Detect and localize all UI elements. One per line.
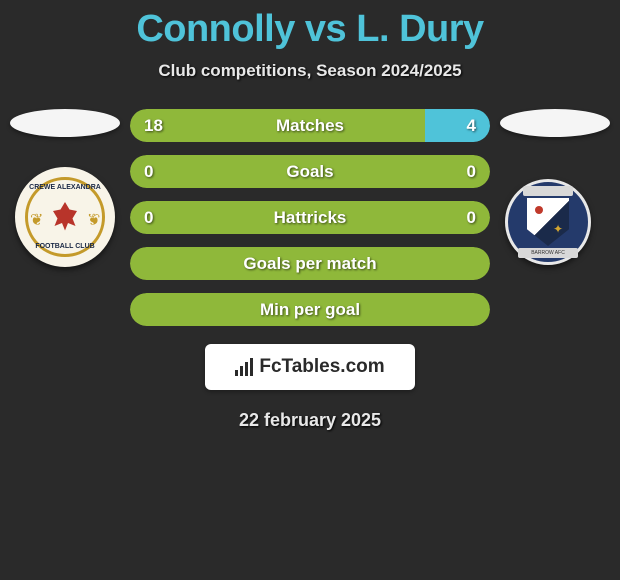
stat-value-right: 0	[467, 162, 476, 182]
footer-site: FcTables.com	[259, 356, 384, 378]
left-side: CREWE ALEXANDRA ❦ ❦ FOOTBALL CLUB	[0, 109, 120, 267]
stat-value-right: 4	[467, 116, 476, 136]
bars-icon	[235, 358, 253, 376]
stat-value-left: 0	[144, 208, 153, 228]
comparison-card: Connolly vs L. Dury Club competitions, S…	[0, 0, 620, 431]
crest1-top-text: CREWE ALEXANDRA	[28, 184, 102, 191]
stat-value-left: 0	[144, 162, 153, 182]
crest2-top-text	[523, 186, 573, 196]
stat-label: Goals	[286, 162, 333, 182]
footer-badge: FcTables.com	[205, 344, 414, 390]
stat-row: 0 Goals 0	[130, 155, 490, 188]
date-text: 22 february 2025	[239, 410, 381, 431]
player2-name: L. Dury	[356, 8, 483, 50]
stat-label: Goals per match	[243, 254, 376, 274]
stat-row: 18 Matches 4	[130, 109, 490, 142]
stat-row: 0 Hattricks 0	[130, 201, 490, 234]
stat-label: Min per goal	[260, 300, 360, 320]
right-side: BARROW AFC	[500, 109, 620, 265]
stats-column: 18 Matches 4 0 Goals 0 0 Hattricks 0 Goals per ma…	[120, 109, 500, 326]
player1-name: Connolly	[136, 8, 295, 50]
vs-text: vs	[305, 8, 346, 50]
player2-silhouette	[500, 109, 610, 137]
stat-value-right: 0	[467, 208, 476, 228]
player2-crest: BARROW AFC	[505, 179, 591, 265]
laurel-icon: ❦	[87, 210, 100, 230]
main-row: CREWE ALEXANDRA ❦ ❦ FOOTBALL CLUB 18 Matc…	[0, 109, 620, 326]
lion-icon	[50, 202, 80, 232]
stat-row: Min per goal	[130, 293, 490, 326]
stat-row: Goals per match	[130, 247, 490, 280]
shield-icon	[527, 198, 569, 246]
laurel-icon: ❦	[30, 210, 43, 230]
title: Connolly vs L. Dury	[136, 8, 483, 51]
stat-bar-right	[425, 109, 490, 142]
crest1-bottom-text: FOOTBALL CLUB	[28, 243, 102, 250]
stat-label: Hattricks	[274, 208, 347, 228]
crest2-bottom-text: BARROW AFC	[518, 248, 578, 258]
player1-crest: CREWE ALEXANDRA ❦ ❦ FOOTBALL CLUB	[15, 167, 115, 267]
stat-value-left: 18	[144, 116, 163, 136]
stat-label: Matches	[276, 116, 344, 136]
subtitle: Club competitions, Season 2024/2025	[158, 61, 461, 81]
player1-silhouette	[10, 109, 120, 137]
